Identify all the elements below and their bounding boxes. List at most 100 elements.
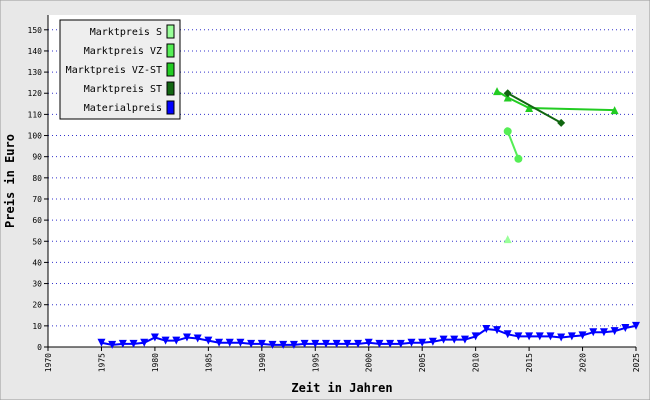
marker (97, 338, 106, 347)
marker (300, 339, 309, 348)
legend-swatch (166, 62, 175, 77)
legend-label: Materialpreis (84, 103, 162, 114)
x-tick-label: 2005 (418, 353, 427, 372)
x-tick-label: 1995 (311, 353, 320, 372)
marker (364, 338, 373, 347)
legend-swatch (166, 100, 175, 115)
y-tick-label: 40 (32, 258, 42, 267)
x-tick-label: 2020 (579, 353, 588, 372)
x-tick-label: 2010 (472, 353, 481, 372)
series-line (496, 90, 615, 112)
y-tick-label: 70 (32, 195, 42, 204)
marker (599, 328, 608, 337)
marker (439, 335, 448, 344)
x-tick-label: 1985 (204, 353, 213, 372)
y-tick-label: 50 (32, 237, 42, 246)
marker (503, 127, 512, 136)
series-line (507, 92, 562, 124)
marker (503, 93, 512, 102)
marker (332, 339, 341, 348)
x-tick-label: 2015 (525, 353, 534, 372)
marker (225, 338, 234, 347)
x-tick-label: 1970 (44, 353, 53, 372)
y-tick-label: 90 (32, 153, 42, 162)
legend-swatch (166, 24, 175, 39)
y-tick-label: 110 (28, 110, 43, 119)
x-tick-label: 1975 (97, 353, 106, 372)
marker (257, 339, 266, 348)
marker (279, 340, 288, 349)
marker (503, 235, 512, 244)
marker (610, 106, 619, 115)
marker (386, 339, 395, 348)
marker (557, 333, 566, 342)
y-tick-label: 100 (28, 132, 43, 141)
legend-label: Marktpreis S (90, 27, 162, 38)
marker (471, 332, 480, 341)
x-axis-label: Zeit in Jahren (291, 381, 392, 395)
x-tick-label: 1990 (258, 353, 267, 372)
y-tick-label: 30 (32, 280, 42, 289)
y-axis-label: Preis in Euro (3, 134, 17, 228)
marker (204, 336, 213, 345)
marker (578, 331, 587, 340)
legend-label: Marktpreis VZ-ST (66, 65, 162, 76)
marker (215, 338, 224, 347)
legend-swatch (166, 43, 175, 58)
marker (236, 338, 245, 347)
series-line (506, 130, 520, 160)
marker (557, 118, 566, 127)
marker (567, 332, 576, 341)
y-tick-label: 130 (28, 68, 43, 77)
marker (396, 339, 405, 348)
x-tick-label: 1980 (151, 353, 160, 372)
y-tick-label: 140 (28, 47, 43, 56)
y-tick-label: 60 (32, 216, 42, 225)
y-tick-label: 80 (32, 174, 42, 183)
marker (535, 332, 544, 341)
legend-swatch (166, 81, 175, 96)
y-tick-label: 120 (28, 89, 43, 98)
marker (268, 340, 277, 349)
marker (493, 87, 502, 96)
marker (129, 339, 138, 348)
marker (193, 334, 202, 343)
marker (247, 339, 256, 348)
marker (407, 338, 416, 347)
marker (525, 332, 534, 341)
marker (118, 339, 127, 348)
marker (525, 104, 534, 113)
y-tick-label: 10 (32, 322, 42, 331)
marker (182, 333, 191, 342)
y-tick-label: 0 (37, 343, 42, 352)
marker (514, 332, 523, 341)
marker (503, 89, 512, 98)
legend-box (59, 19, 181, 120)
marker (140, 338, 149, 347)
marker (514, 154, 523, 163)
marker (289, 340, 298, 349)
legend-label: Marktpreis ST (84, 84, 162, 95)
y-tick-label: 20 (32, 301, 42, 310)
marker (150, 333, 159, 342)
marker (482, 325, 491, 334)
marker (172, 336, 181, 345)
marker (354, 339, 363, 348)
marker (321, 339, 330, 348)
x-tick-label: 2000 (365, 353, 374, 372)
marker (343, 339, 352, 348)
x-tick-label: 2025 (632, 353, 641, 372)
marker (589, 328, 598, 337)
marker (493, 326, 502, 335)
marker (546, 332, 555, 341)
marker (311, 339, 320, 348)
marker (428, 337, 437, 346)
marker (460, 335, 469, 344)
legend-label: Marktpreis VZ (84, 46, 162, 57)
marker (418, 338, 427, 347)
marker (632, 321, 640, 330)
y-tick-label: 150 (28, 26, 43, 35)
marker (161, 336, 170, 345)
marker (450, 335, 459, 344)
